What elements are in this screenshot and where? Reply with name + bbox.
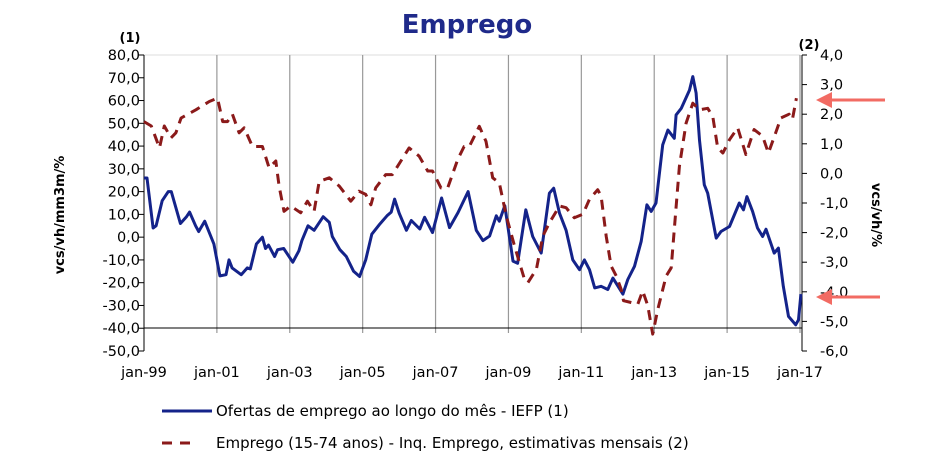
x-tick-label: jan-01 bbox=[193, 365, 240, 381]
right-axis-marker: (2) bbox=[799, 38, 820, 53]
x-tick-label: jan-99 bbox=[120, 365, 167, 381]
x-tick-label: jan-11 bbox=[557, 365, 604, 381]
left-axis-marker: (1) bbox=[120, 31, 141, 46]
legend: Ofertas de emprego ao longo do mês - IEF… bbox=[162, 402, 689, 452]
left-tick-label: 80,0 bbox=[108, 48, 140, 64]
left-tick-label: 30,0 bbox=[108, 162, 140, 178]
x-tick-label: jan-07 bbox=[412, 365, 459, 381]
left-tick-label: -50,0 bbox=[102, 344, 140, 360]
left-tick-label: -10,0 bbox=[102, 253, 140, 269]
gridlines bbox=[144, 54, 801, 333]
right-tick-label: 4,0 bbox=[820, 48, 843, 64]
right-axis-title: vcs/vh/% bbox=[868, 183, 883, 247]
legend-label-emprego: Emprego (15-74 anos) - Inq. Emprego, est… bbox=[216, 434, 689, 452]
left-tick-label: 50,0 bbox=[108, 116, 140, 132]
x-tick-label: jan-05 bbox=[339, 365, 386, 381]
right-tick-label: -5,0 bbox=[820, 314, 848, 330]
right-tick-label: -6,0 bbox=[820, 344, 848, 360]
x-tick-label: jan-15 bbox=[703, 365, 750, 381]
series-line-emprego bbox=[143, 96, 798, 336]
legend-label-ofertas: Ofertas de emprego ao longo do mês - IEF… bbox=[216, 402, 569, 420]
arrow-head bbox=[816, 289, 832, 305]
x-tick-label: jan-03 bbox=[266, 365, 313, 381]
left-tick-label: 40,0 bbox=[108, 139, 140, 155]
left-tick-label: -30,0 bbox=[102, 298, 140, 314]
right-tick-label: -3,0 bbox=[820, 255, 848, 271]
x-tick-label: jan-13 bbox=[630, 365, 677, 381]
arrow-icon bbox=[816, 92, 885, 108]
left-axis-title: vcs/vh/mm3m/% bbox=[53, 156, 68, 275]
left-tick-label: 20,0 bbox=[108, 185, 140, 201]
series-line-ofertas bbox=[144, 75, 803, 327]
left-tick-label: 10,0 bbox=[108, 207, 140, 223]
chart-title: Emprego bbox=[402, 10, 532, 40]
x-tick-label: jan-17 bbox=[776, 365, 823, 381]
right-tick-label: 2,0 bbox=[820, 107, 843, 123]
left-tick-label: 0,0 bbox=[117, 230, 140, 246]
right-tick-label: -1,0 bbox=[820, 196, 848, 212]
right-tick-label: 3,0 bbox=[820, 78, 843, 94]
arrow-head bbox=[816, 92, 832, 108]
left-tick-label: -20,0 bbox=[102, 276, 140, 292]
right-tick-label: 0,0 bbox=[820, 166, 843, 182]
x-tick-label: jan-09 bbox=[485, 365, 532, 381]
arrow-icon bbox=[816, 289, 880, 305]
axes: jan-99 jan-01 jan-03 jan-05 jan-07 jan-09 jan-… bbox=[102, 48, 848, 381]
left-tick-label: 60,0 bbox=[108, 94, 140, 110]
right-tick-label: -2,0 bbox=[820, 226, 848, 242]
left-tick-label: 70,0 bbox=[108, 71, 140, 87]
annotation-arrows bbox=[816, 92, 885, 305]
right-tick-label: 1,0 bbox=[820, 137, 843, 153]
left-tick-label: -40,0 bbox=[102, 321, 140, 337]
series-layer bbox=[143, 75, 803, 336]
